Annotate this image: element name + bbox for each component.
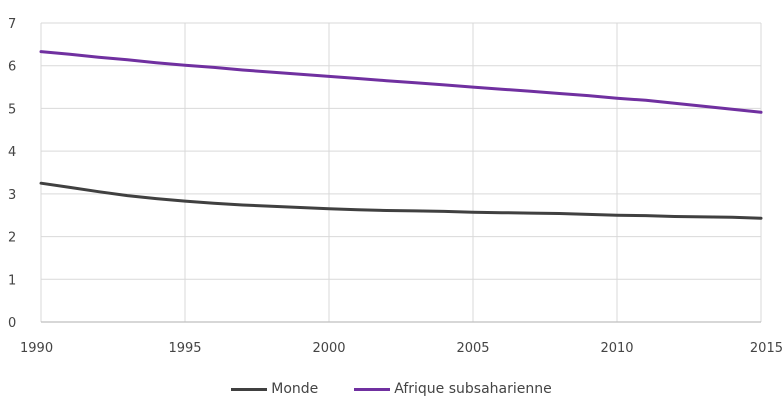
tick-labels: 0 1 2 3 4 5 6 7 1990 1995 2000 2005 2010 2015: [8, 17, 783, 356]
series-line-afrique-subsaharienne: [39, 50, 763, 114]
x-tick-label: 2000: [312, 341, 345, 356]
x-tick-label: 2005: [456, 341, 489, 356]
grid: [40, 22, 762, 323]
line-chart-svg: 0 1 2 3 4 5 6 7 1990 1995 2000 2005 2010 2015: [8, 17, 783, 356]
y-tick-label: 4: [8, 145, 16, 160]
x-tick-label: 2010: [600, 341, 633, 356]
legend: Monde Afrique subsaharienne: [0, 378, 783, 400]
x-tick-label: 2015: [750, 341, 783, 356]
x-tick-label: 1995: [168, 341, 201, 356]
legend-label-afrique: Afrique subsaharienne: [394, 381, 552, 397]
legend-swatch-afrique: [354, 387, 391, 391]
y-tick-label: 0: [8, 316, 16, 331]
y-tick-label: 6: [8, 60, 16, 75]
legend-swatch-monde: [231, 387, 268, 391]
y-tick-label: 3: [8, 188, 16, 203]
legend-label-monde: Monde: [271, 381, 319, 397]
y-tick-label: 1: [8, 273, 16, 288]
legend-item-afrique: Afrique subsaharienne: [354, 381, 552, 397]
series-lines: [39, 50, 763, 220]
x-tick-label: 1990: [20, 341, 53, 356]
y-tick-label: 5: [8, 102, 16, 117]
y-tick-label: 7: [8, 17, 16, 32]
y-tick-label: 2: [8, 231, 16, 246]
legend-item-monde: Monde: [231, 381, 318, 397]
series-line-monde: [39, 181, 763, 220]
